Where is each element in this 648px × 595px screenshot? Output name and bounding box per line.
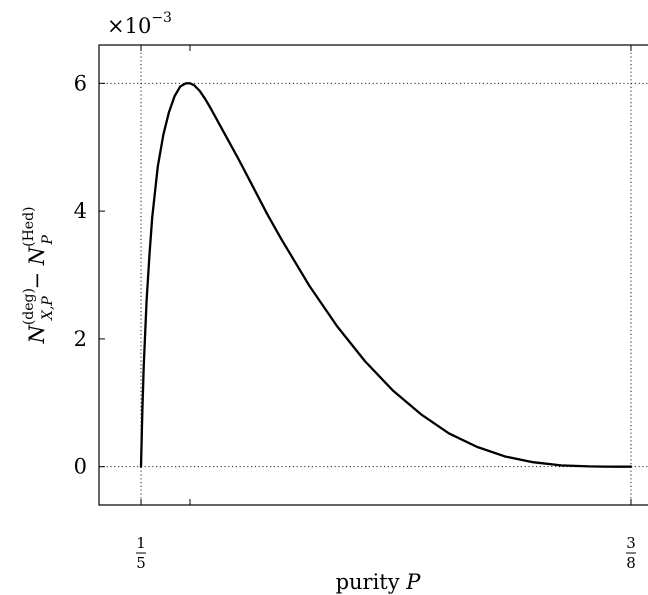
y-label-n2: N	[25, 246, 49, 266]
y-scale-label: ×10−3	[107, 10, 172, 38]
y-label-sup2: (Hed)	[21, 206, 37, 246]
plot-frame	[98, 44, 648, 506]
x-tick-label-numerator: 1	[136, 534, 146, 552]
tick-labels: 0 2 4 6 1 5 3 8	[74, 71, 636, 572]
x-tick-label-denominator: 8	[626, 554, 636, 572]
y-label-sub2: P	[40, 234, 56, 245]
y-label-sub1: X,P	[40, 296, 56, 321]
x-axis-label-var: P	[405, 570, 421, 594]
x-axis-label-text: purity	[336, 570, 407, 594]
y-tick-label: 6	[74, 71, 87, 95]
series-line	[139, 82, 633, 468]
y-scale-base: ×10	[107, 14, 151, 38]
grid	[99, 45, 648, 505]
y-label-sup1: (deg)	[21, 288, 37, 325]
y-scale-exponent: −3	[151, 10, 172, 26]
y-axis-label: N(deg) X,P − N(Hed) P	[21, 206, 56, 344]
x-axis-label: purity P	[336, 570, 422, 594]
x-tick-label-numerator: 3	[626, 534, 636, 552]
y-tick-label: 2	[74, 327, 87, 351]
x-tick-label-denominator: 5	[136, 554, 146, 572]
y-tick-label: 4	[74, 199, 87, 223]
series-layer	[139, 82, 633, 468]
y-label-n1: N	[25, 325, 49, 345]
y-label-minus: −	[25, 265, 49, 296]
ticks	[99, 45, 632, 505]
y-tick-label: 0	[74, 455, 87, 479]
